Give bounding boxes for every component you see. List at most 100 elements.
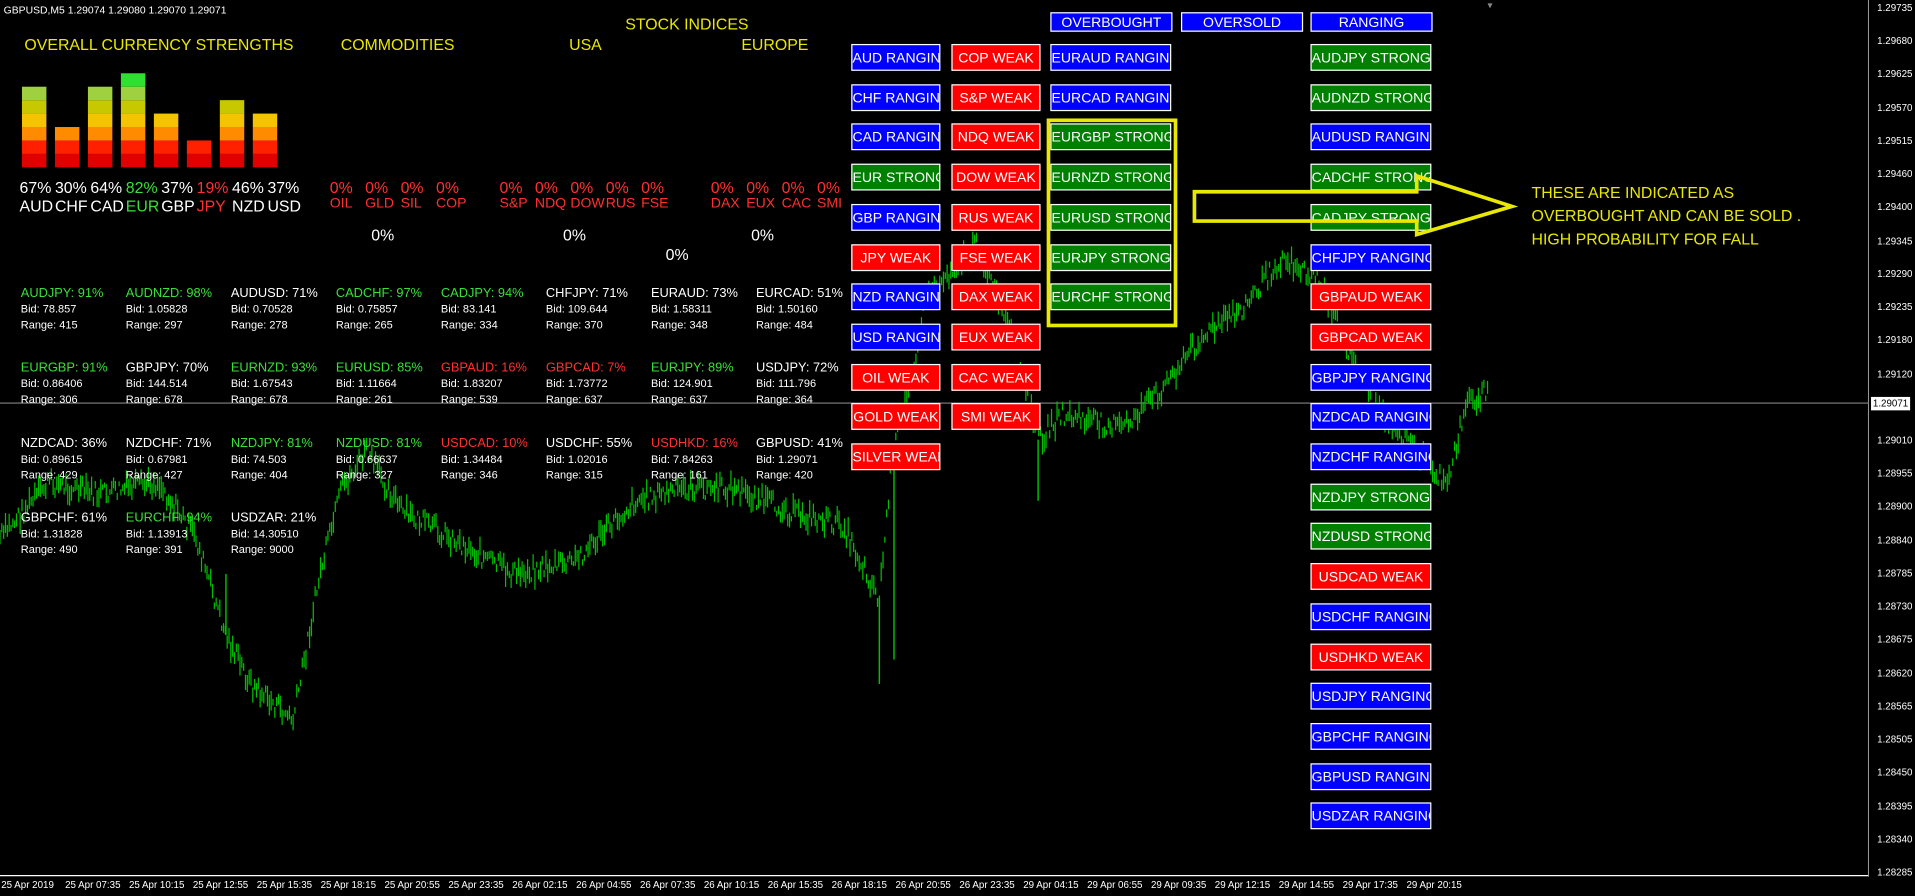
stock-indices-total: 0% <box>665 245 689 264</box>
status-button-nzdusd-strong[interactable]: NZDUSD STRONG <box>1310 523 1432 551</box>
status-button-chfjpy-ranging[interactable]: CHFJPY RANGING <box>1310 243 1432 271</box>
strength-bar-segment <box>153 153 179 168</box>
pair-cell: GBPCAD: 7% Bid: 1.73772 Range: 637 <box>546 359 626 408</box>
status-button-eurusd-strong[interactable]: EURUSD STRONG <box>1050 203 1172 231</box>
commodities-header: COMMODITIES <box>340 35 455 54</box>
status-button-s-p-weak[interactable]: S&P WEAK <box>951 83 1041 111</box>
status-button-cac-weak[interactable]: CAC WEAK <box>951 363 1041 391</box>
time-tick-label: 26 Apr 10:15 <box>703 879 760 891</box>
strength-bar-segment <box>54 127 80 141</box>
usa-total: 0% <box>563 225 586 245</box>
status-button-eurgbp-strong[interactable]: EURGBP STRONG <box>1050 123 1172 151</box>
status-button-gbpjpy-ranging[interactable]: GBPJPY RANGING <box>1310 363 1432 391</box>
ranging-header[interactable]: RANGING <box>1310 12 1433 32</box>
pair-range: Range: 9000 <box>230 543 294 556</box>
price-tick-label: 1.29400 <box>1877 201 1913 213</box>
strength-bar-segment <box>54 153 80 168</box>
status-button-chf-ranging[interactable]: CHF RANGING <box>851 83 941 111</box>
status-button-gbpusd-ranging[interactable]: GBPUSD RANGING <box>1310 762 1432 790</box>
status-button-nzdchf-ranging[interactable]: NZDCHF RANGING <box>1310 443 1432 471</box>
status-button-cop-weak[interactable]: COP WEAK <box>951 43 1041 71</box>
pair-bid: Bid: 1.58311 <box>650 302 712 316</box>
pair-name: AUDUSD: 71% <box>230 285 318 301</box>
status-button-cad-ranging[interactable]: CAD RANGING <box>851 123 941 151</box>
strength-bar-segment <box>252 140 278 154</box>
status-button-oil-weak[interactable]: OIL WEAK <box>851 363 941 391</box>
strength-pct: 30% <box>54 178 87 197</box>
index-label: RUS <box>605 196 636 212</box>
status-button-gbpcad-weak[interactable]: GBPCAD WEAK <box>1310 323 1432 351</box>
europe-header: EUROPE <box>741 35 809 54</box>
pair-range: Range: 315 <box>545 468 603 482</box>
status-button-usdchf-ranging[interactable]: USDCHF RANGING <box>1310 603 1432 630</box>
pair-range: Range: 348 <box>650 318 708 331</box>
pair-range: Range: 637 <box>650 393 708 406</box>
status-button-fse-weak[interactable]: FSE WEAK <box>951 243 1041 271</box>
status-button-audnzd-strong[interactable]: AUDNZD STRONG <box>1310 83 1432 111</box>
status-button-eux-weak[interactable]: EUX WEAK <box>951 323 1041 351</box>
status-button-usdjpy-ranging[interactable]: USDJPY RANGING <box>1310 682 1432 710</box>
chart-symbol-header: GBPUSD,M5 1.29074 1.29080 1.29070 1.2907… <box>4 4 227 16</box>
status-button-gbp-ranging[interactable]: GBP RANGING <box>851 203 941 231</box>
pair-bid: Bid: 7.84263 <box>650 453 713 466</box>
status-button-rus-weak[interactable]: RUS WEAK <box>951 203 1041 231</box>
status-button-usdhkd-weak[interactable]: USDHKD WEAK <box>1310 643 1432 670</box>
pair-bid: Bid: 1.05828 <box>125 302 188 316</box>
status-button-eurjpy-strong[interactable]: EURJPY STRONG <box>1050 243 1172 271</box>
pair-cell: EURAUD: 73% Bid: 1.58311 Range: 348 <box>651 285 738 334</box>
status-button-jpy-weak[interactable]: JPY WEAK <box>851 243 941 271</box>
status-button-usdzar-ranging[interactable]: USDZAR RANGING <box>1310 802 1432 830</box>
index-label: DAX <box>710 196 740 212</box>
index-pct: 0% <box>400 178 424 197</box>
status-button-nzd-ranging[interactable]: NZD RANGING <box>851 283 941 311</box>
status-button-gbpaud-weak[interactable]: GBPAUD WEAK <box>1310 283 1432 311</box>
status-button-aud-ranging[interactable]: AUD RANGING <box>851 43 941 71</box>
pair-name: CADCHF: 97% <box>335 285 423 301</box>
time-tick-label: 26 Apr 04:55 <box>576 879 632 891</box>
status-button-euraud-ranging[interactable]: EURAUD RANGING <box>1050 43 1172 71</box>
pair-range: Range: 370 <box>545 318 603 331</box>
pair-range: Range: 327 <box>335 468 393 482</box>
strength-currency-label: AUD <box>19 196 54 215</box>
price-chart[interactable] <box>0 0 1869 877</box>
status-button-gold-weak[interactable]: GOLD WEAK <box>851 403 941 431</box>
strength-currency-label: CHF <box>54 196 88 215</box>
pair-cell: AUDUSD: 71% Bid: 0.70528 Range: 278 <box>231 285 318 334</box>
index-label: FSE <box>641 196 669 212</box>
strength-bar-segment <box>87 113 113 128</box>
stock-indices-header: STOCK INDICES <box>625 14 749 33</box>
status-button-dow-weak[interactable]: DOW WEAK <box>951 163 1041 191</box>
price-tick-label: 1.28620 <box>1877 667 1913 679</box>
status-button-gbpchf-ranging[interactable]: GBPCHF RANGING <box>1310 722 1432 750</box>
time-tick-label: 29 Apr 09:35 <box>1150 879 1207 891</box>
status-button-usd-ranging[interactable]: USD RANGING <box>851 323 941 351</box>
pair-bid: Bid: 78.857 <box>20 302 77 316</box>
status-button-ndq-weak[interactable]: NDQ WEAK <box>951 123 1041 151</box>
status-button-eurchf-strong[interactable]: EURCHF STRONG <box>1050 283 1172 311</box>
overbought-header[interactable]: OVERBOUGHT <box>1050 12 1173 32</box>
status-button-audjpy-strong[interactable]: AUDJPY STRONG <box>1310 43 1432 71</box>
status-button-cadchf-strong[interactable]: CADCHF STRONG <box>1310 163 1432 191</box>
strength-bar-segment <box>87 100 113 114</box>
status-button-silver-weak[interactable]: SILVER WEAK <box>851 443 941 471</box>
status-button-nzdcad-ranging[interactable]: NZDCAD RANGING <box>1310 403 1432 431</box>
status-button-audusd-ranging[interactable]: AUDUSD RANGING <box>1310 123 1432 151</box>
price-candles <box>0 231 1489 731</box>
price-tick-label: 1.29290 <box>1877 268 1913 280</box>
status-button-eur-strong[interactable]: EUR STRONG <box>851 163 941 191</box>
status-button-eurcad-ranging[interactable]: EURCAD RANGING <box>1050 83 1172 111</box>
status-button-usdcad-weak[interactable]: USDCAD WEAK <box>1310 563 1432 591</box>
commodities-total: 0% <box>371 225 395 245</box>
status-button-smi-weak[interactable]: SMI WEAK <box>951 403 1041 431</box>
pair-cell: CHFJPY: 71% Bid: 109.644 Range: 370 <box>546 285 628 334</box>
pair-range: Range: 297 <box>125 318 183 331</box>
pair-bid: Bid: 74.503 <box>230 453 287 466</box>
oversold-header[interactable]: OVERSOLD <box>1180 12 1304 32</box>
status-button-dax-weak[interactable]: DAX WEAK <box>951 283 1041 311</box>
strength-bar-segment <box>153 113 179 128</box>
strength-bar-segment <box>21 140 47 154</box>
status-button-nzdjpy-strong[interactable]: NZDJPY STRONG <box>1310 483 1432 511</box>
status-button-eurnzd-strong[interactable]: EURNZD STRONG <box>1050 163 1172 191</box>
strength-currency-label: JPY <box>196 196 226 215</box>
